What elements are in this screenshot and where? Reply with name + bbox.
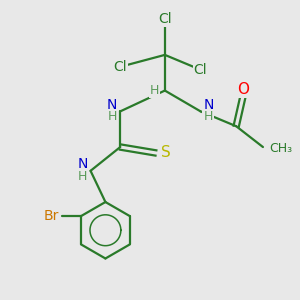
Text: N: N [203, 98, 214, 112]
Text: S: S [161, 146, 171, 160]
Text: Br: Br [44, 209, 59, 223]
Text: Cl: Cl [158, 12, 172, 26]
Text: Cl: Cl [194, 63, 207, 77]
Text: H: H [149, 84, 159, 97]
Text: N: N [77, 157, 88, 171]
Text: Cl: Cl [113, 60, 127, 74]
Text: CH₃: CH₃ [269, 142, 292, 155]
Text: H: H [78, 170, 88, 183]
Text: H: H [108, 110, 117, 123]
Text: O: O [238, 82, 250, 97]
Text: N: N [107, 98, 117, 112]
Text: H: H [203, 110, 213, 123]
